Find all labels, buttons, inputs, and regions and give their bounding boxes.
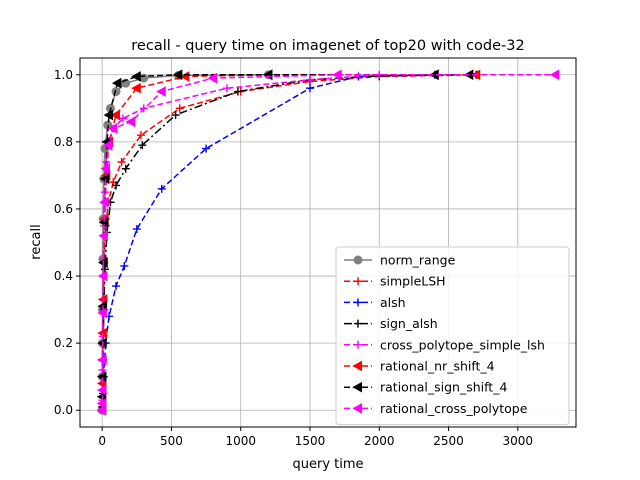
- data-point: [131, 71, 141, 82]
- legend-marker: [354, 319, 362, 328]
- y-axis-label: recall: [29, 224, 44, 259]
- legend-label: rational_cross_polytope: [380, 401, 528, 416]
- data-point: [97, 307, 107, 319]
- data-point: [118, 114, 127, 123]
- legend-entry: alsh: [344, 295, 406, 310]
- legend-label: rational_nr_shift_4: [380, 359, 495, 374]
- series-line: [101, 74, 477, 404]
- data-point: [98, 230, 108, 242]
- legend-marker: [352, 403, 362, 414]
- data-point: [132, 225, 141, 234]
- y-axis-ticks: 0.0 0.2 0.4 0.6 0.8 1.0: [54, 68, 80, 417]
- y-tick-label: 0.8: [54, 135, 73, 149]
- data-point: [100, 265, 109, 274]
- legend-label: rational_sign_shift_4: [380, 380, 507, 395]
- data-point: [157, 184, 166, 193]
- legend-entry: norm_range: [344, 253, 456, 268]
- x-tick-label: 3000: [503, 434, 534, 448]
- legend-label: sign_alsh: [380, 316, 438, 331]
- legend-entry: simpleLSH: [344, 274, 446, 289]
- data-point: [175, 104, 184, 113]
- data-point: [112, 181, 121, 190]
- x-tick-label: 0: [98, 434, 106, 448]
- data-point: [136, 131, 145, 140]
- data-point: [131, 82, 141, 94]
- legend-marker: [354, 277, 362, 286]
- data-point: [117, 157, 126, 166]
- chart-title: recall - query time on imagenet of top20…: [131, 38, 524, 54]
- data-point: [207, 72, 218, 84]
- legend-label: cross_polytope_simple_lsh: [380, 337, 545, 352]
- data-point: [121, 164, 130, 173]
- data-point: [172, 69, 183, 81]
- data-point: [111, 77, 122, 89]
- x-tick-label: 500: [160, 434, 183, 448]
- data-point: [97, 270, 108, 282]
- series-line: [101, 74, 556, 411]
- data-point: [99, 173, 110, 185]
- y-tick-label: 1.0: [54, 68, 73, 82]
- data-point: [171, 111, 180, 120]
- y-tick-label: 0.2: [54, 336, 73, 350]
- y-tick-label: 0.4: [54, 269, 73, 283]
- data-point: [120, 261, 129, 270]
- data-point: [100, 163, 111, 175]
- data-point: [305, 75, 314, 84]
- legend-entry: rational_cross_polytope: [344, 401, 528, 416]
- series-layer: [96, 69, 560, 416]
- data-point: [96, 404, 107, 416]
- x-tick-label: 2500: [433, 434, 464, 448]
- data-point: [222, 84, 231, 93]
- data-point: [139, 73, 149, 83]
- legend-box: [335, 246, 570, 426]
- legend-marker: [353, 255, 363, 265]
- x-axis-ticks: 0 500 1000 1500 2000 2500 3000: [98, 427, 533, 448]
- legend-entry: rational_sign_shift_4: [344, 380, 507, 395]
- axes-frame: [79, 57, 577, 428]
- legend: norm_range simpleLSH alsh sign_alsh cross_po…: [335, 246, 570, 426]
- data-point: [107, 123, 118, 134]
- legend-marker: [354, 298, 362, 307]
- x-tick-label: 1500: [295, 434, 326, 448]
- legend-label: alsh: [380, 295, 406, 310]
- series-rational_cross_polytope: [96, 69, 560, 416]
- legend-label: norm_range: [380, 253, 456, 268]
- data-point: [138, 141, 147, 150]
- legend-entry: cross_polytope_simple_lsh: [344, 337, 545, 352]
- data-point: [102, 139, 113, 151]
- data-point: [156, 86, 166, 97]
- legend-marker: [352, 360, 362, 372]
- legend-entry: sign_alsh: [344, 316, 438, 331]
- y-tick-label: 0.6: [54, 202, 73, 216]
- data-point: [112, 282, 121, 291]
- data-point: [305, 84, 314, 93]
- data-point: [125, 116, 136, 128]
- data-point: [96, 398, 107, 409]
- data-point: [549, 69, 560, 81]
- data-point: [202, 144, 211, 153]
- legend-entry: rational_nr_shift_4: [344, 359, 495, 374]
- data-point: [233, 87, 242, 96]
- legend-label: simpleLSH: [380, 274, 446, 289]
- y-tick-label: 0.0: [54, 403, 73, 417]
- data-point: [99, 196, 109, 208]
- data-point: [97, 354, 107, 366]
- x-tick-label: 1000: [225, 434, 256, 448]
- plot-area: [96, 69, 560, 416]
- data-point: [96, 384, 107, 396]
- x-tick-label: 2000: [364, 434, 395, 448]
- data-point: [103, 109, 114, 121]
- legend-marker: [352, 381, 362, 393]
- x-axis-label: query time: [292, 457, 363, 472]
- data-point: [332, 69, 342, 81]
- data-point: [111, 87, 121, 97]
- data-point: [110, 109, 121, 121]
- legend-marker: [354, 340, 362, 349]
